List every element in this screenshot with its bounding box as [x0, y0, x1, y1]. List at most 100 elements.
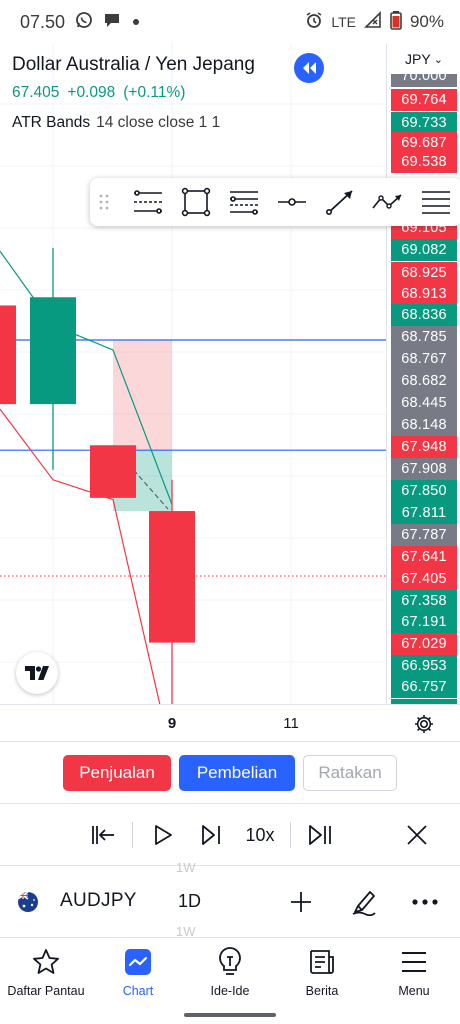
fib-levels-tool[interactable]: [220, 180, 268, 224]
price-label: 66.740: [391, 699, 457, 704]
timeframe-button[interactable]: 1D: [178, 891, 202, 911]
path-icon: [372, 194, 402, 209]
menu-icon: [398, 946, 430, 978]
tradingview-logo[interactable]: [16, 652, 58, 694]
replay-bar: 10x: [0, 804, 460, 866]
horizontal-ray-icon: [278, 198, 306, 206]
more-tools[interactable]: [412, 180, 460, 224]
news-icon: [306, 946, 338, 978]
price-label: 68.913: [391, 283, 457, 305]
bottom-nav: Daftar Pantau Chart Ide-Ide Berita Menu: [0, 938, 460, 1024]
price-label: 67.811: [391, 502, 457, 524]
drag-handle-icon[interactable]: [96, 190, 112, 214]
dot-icon: [131, 12, 141, 32]
replay-speed-button[interactable]: 10x: [245, 825, 275, 845]
status-bar: 07.50 LTE 90%: [0, 0, 460, 44]
sell-button[interactable]: Penjualan: [63, 754, 171, 791]
price-label: 67.948: [391, 436, 457, 458]
jump-to-realtime-button[interactable]: [294, 53, 324, 83]
horizontal-ray-tool[interactable]: [268, 180, 316, 224]
price-label: 67.850: [391, 480, 457, 502]
nav-menu[interactable]: Menu: [368, 938, 460, 1024]
trade-bar: Penjualan Pembelian Ratakan: [0, 742, 460, 804]
replay-jump-to-realtime-button[interactable]: [305, 820, 335, 850]
candle[interactable]: [149, 479, 195, 704]
add-button[interactable]: [285, 886, 317, 918]
price-label: 67.191: [391, 611, 457, 633]
chart-grid: [0, 44, 386, 704]
battery-percent: 90%: [409, 12, 444, 31]
drawing-tools-button[interactable]: [348, 886, 380, 918]
whatsapp-icon: [75, 11, 93, 34]
alarm-icon: [305, 11, 323, 34]
gear-icon[interactable]: [413, 713, 435, 735]
nav-label: Berita: [305, 984, 339, 998]
price-label: 66.953: [391, 655, 457, 677]
candle-body: [30, 297, 76, 405]
currency-selector[interactable]: JPY ⌄: [387, 44, 460, 74]
nav-label: Menu: [398, 984, 430, 998]
replay-select-start-button[interactable]: [88, 820, 118, 850]
rectangle-icon: [181, 187, 211, 217]
timeframe-ghost-above: 1W: [176, 860, 196, 875]
signal-icon: [364, 10, 382, 34]
price-label: 67.405: [391, 568, 457, 590]
atr-upper-band: [0, 250, 173, 505]
candle[interactable]: [90, 445, 136, 498]
atr-bands: [0, 250, 173, 704]
nav-label: Ide-Ide: [210, 984, 250, 998]
play-icon: [155, 825, 172, 845]
price-label: 68.148: [391, 414, 457, 436]
status-time: 07.50: [20, 11, 66, 32]
replay-close-button[interactable]: [402, 820, 432, 850]
battery-icon: [390, 10, 402, 35]
skip-start-icon: [92, 826, 114, 844]
time-axis[interactable]: 9 11: [0, 704, 460, 742]
candle-body: [0, 305, 16, 405]
star-icon: [30, 946, 62, 978]
candle[interactable]: [0, 305, 16, 405]
price-label: 67.029: [391, 633, 457, 655]
bulb-icon: [214, 946, 246, 978]
price-axis[interactable]: JPY ⌄ 70.000 69.764 69.733 69.687 69.538 69.1…: [386, 44, 460, 704]
brush-icon: [352, 891, 376, 916]
arrow-line-icon: [325, 190, 353, 215]
flag-au-icon: [18, 892, 38, 912]
more-icon: [412, 899, 438, 905]
position-box[interactable]: [113, 340, 172, 512]
chart-area[interactable]: [0, 44, 460, 740]
flatten-button[interactable]: Ratakan: [303, 754, 397, 791]
replay-step-forward-button[interactable]: [196, 820, 226, 850]
nav-watchlist[interactable]: Daftar Pantau: [0, 938, 92, 1024]
candle[interactable]: [30, 247, 76, 470]
currency-label: JPY: [405, 51, 431, 67]
nav-news[interactable]: Berita: [276, 938, 368, 1024]
price-label: 68.836: [391, 304, 457, 326]
nav-label: Chart: [122, 984, 154, 998]
price-label: 69.687: [391, 132, 457, 154]
nav-ideas[interactable]: Ide-Ide: [184, 938, 276, 1024]
replay-play-button[interactable]: [148, 820, 178, 850]
price-label: 68.925: [391, 262, 457, 284]
close-icon: [407, 825, 427, 845]
drawing-toolbar[interactable]: [90, 178, 460, 226]
timeframe-ghost-below: 1W: [176, 924, 196, 939]
price-label: 68.682: [391, 370, 457, 392]
price-label: 69.733: [391, 112, 457, 134]
candles[interactable]: [0, 247, 195, 704]
symbol-search-button[interactable]: AUDJPY: [60, 890, 137, 911]
nav-label: Daftar Pantau: [7, 984, 85, 998]
trend-lines-tool[interactable]: [124, 180, 172, 224]
tradingview-logo-icon: [25, 666, 49, 680]
price-chart[interactable]: [0, 44, 386, 704]
fib-levels-icon: [230, 191, 258, 215]
more-button[interactable]: [409, 886, 441, 918]
time-tick-label: 9: [167, 715, 177, 732]
rectangle-tool[interactable]: [172, 180, 220, 224]
arrow-line-tool[interactable]: [316, 180, 364, 224]
path-tool[interactable]: [364, 180, 412, 224]
buy-button[interactable]: Pembelian: [179, 754, 295, 791]
replay-separator: [290, 822, 291, 848]
price-label: 69.538: [391, 151, 457, 173]
nav-chart[interactable]: Chart: [92, 938, 184, 1024]
